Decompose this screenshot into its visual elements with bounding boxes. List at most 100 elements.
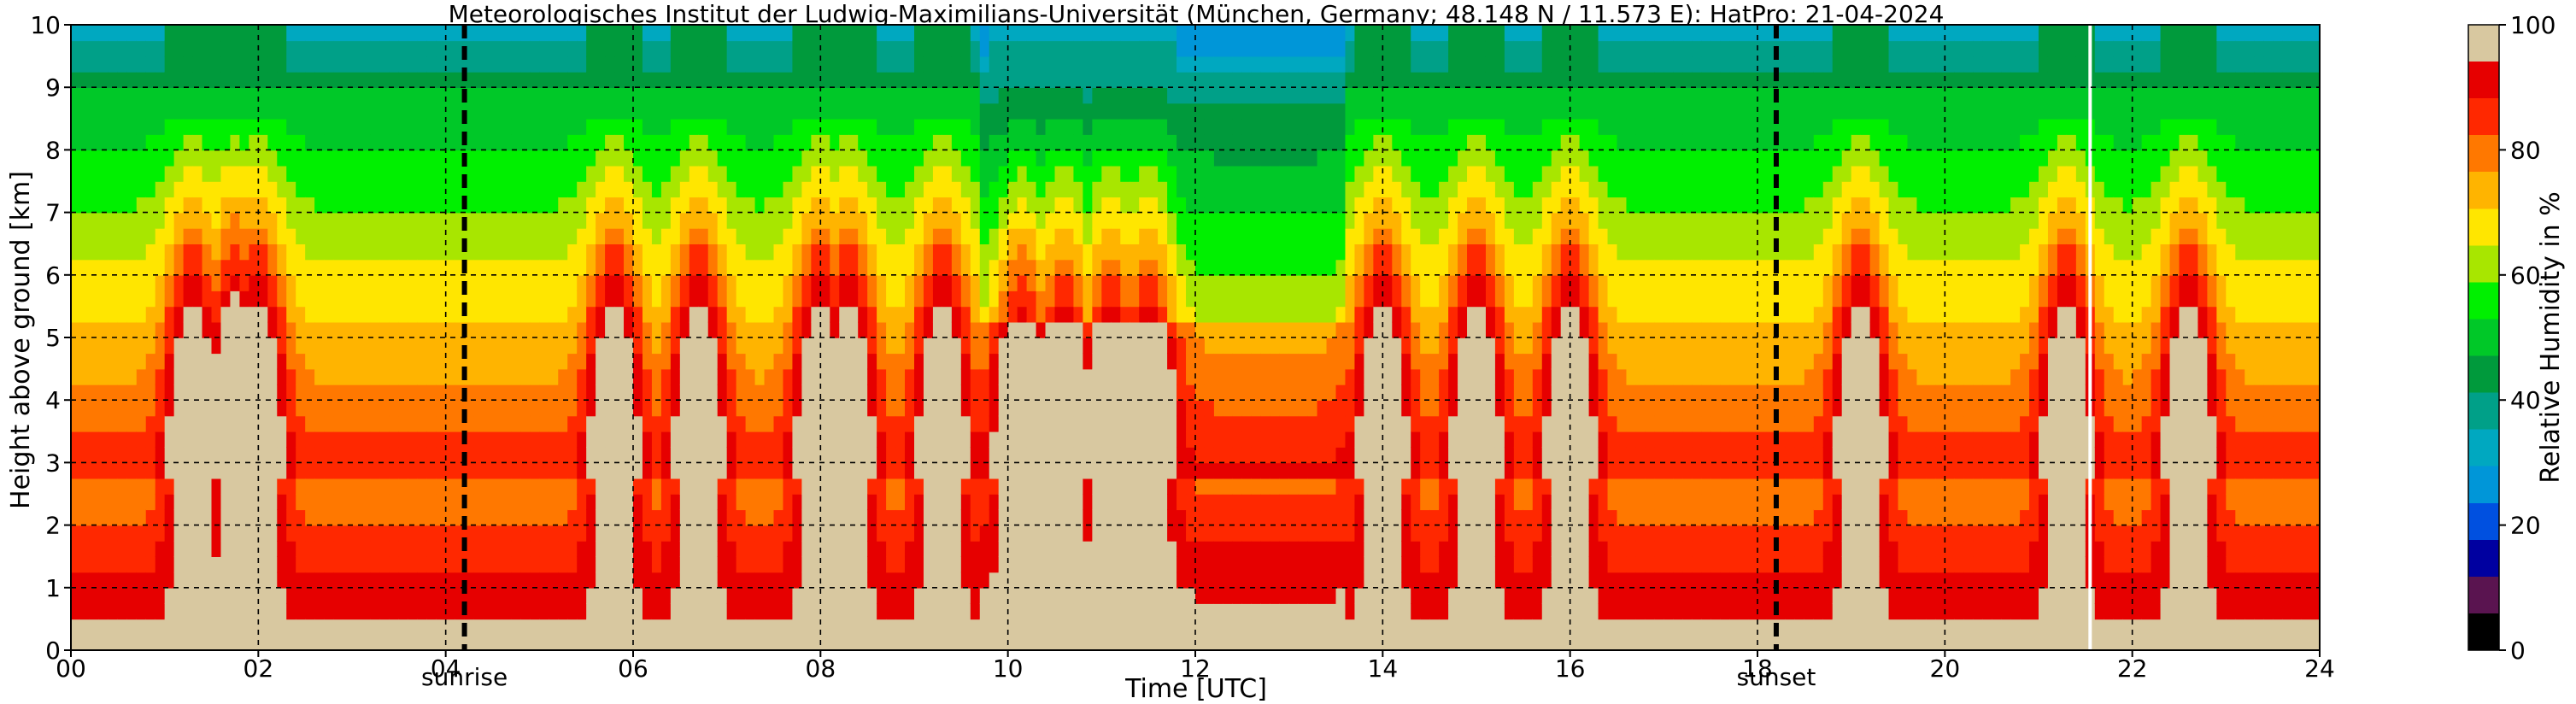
heatmap-cell (1073, 540, 1084, 557)
heatmap-cell (942, 118, 953, 135)
heatmap-cell (1139, 337, 1149, 355)
heatmap-cell (539, 306, 550, 323)
heatmap-cell (89, 56, 100, 73)
heatmap-cell (1232, 587, 1243, 604)
heatmap-cell (1177, 556, 1187, 573)
heatmap-cell (773, 619, 784, 636)
heatmap-cell (502, 103, 513, 120)
heatmap-cell (698, 337, 709, 355)
heatmap-cell (877, 134, 887, 151)
heatmap-cell (343, 56, 353, 73)
heatmap-cell (370, 353, 381, 370)
heatmap-cell (305, 227, 315, 244)
heatmap-cell (258, 431, 269, 448)
heatmap-cell (914, 400, 924, 417)
heatmap-cell (1036, 415, 1047, 432)
heatmap-cell (183, 400, 194, 417)
heatmap-cell (155, 431, 166, 448)
heatmap-cell (492, 56, 503, 73)
heatmap-cell (942, 197, 953, 214)
heatmap-cell (923, 197, 934, 214)
heatmap-cell (670, 321, 681, 338)
heatmap-cell (970, 321, 981, 338)
heatmap-cell (145, 353, 156, 370)
heatmap-cell (858, 306, 868, 323)
heatmap-cell (220, 165, 232, 182)
heatmap-cell (660, 71, 672, 88)
heatmap-cell (820, 181, 831, 198)
heatmap-cell (998, 619, 1009, 636)
heatmap-cell (492, 227, 503, 244)
heatmap-cell (1073, 447, 1084, 464)
heatmap-cell (707, 337, 719, 355)
heatmap-cell (877, 118, 887, 135)
heatmap-cell (455, 259, 466, 276)
heatmap-cell (89, 368, 100, 385)
heatmap-cell (998, 368, 1009, 385)
heatmap-cell (960, 337, 971, 355)
heatmap-cell (886, 368, 896, 385)
heatmap-cell (1026, 353, 1037, 370)
heatmap-cell (1232, 243, 1243, 261)
heatmap-cell (989, 556, 1000, 573)
heatmap-cell (164, 306, 175, 323)
heatmap-cell (305, 134, 315, 151)
heatmap-cell (679, 556, 690, 573)
heatmap-cell (370, 556, 381, 573)
heatmap-cell (998, 540, 1009, 557)
heatmap-cell (858, 478, 868, 495)
heatmap-cell (89, 118, 100, 135)
heatmap-cell (379, 274, 390, 291)
heatmap-cell (230, 197, 241, 214)
heatmap-cell (932, 197, 943, 214)
heatmap-cell (1054, 290, 1065, 308)
heatmap-cell (258, 181, 269, 198)
heatmap-cell (389, 165, 400, 182)
heatmap-cell (558, 478, 569, 495)
heatmap-cell (764, 494, 775, 511)
heatmap-cell (108, 540, 119, 557)
heatmap-cell (511, 243, 522, 261)
heatmap-cell (145, 165, 156, 182)
heatmap-cell (783, 306, 794, 323)
heatmap-cell (1017, 150, 1028, 167)
heatmap-cell (932, 572, 943, 589)
heatmap-cell (726, 572, 737, 589)
heatmap-cell (895, 40, 906, 57)
heatmap-cell (830, 181, 841, 198)
heatmap-cell (473, 353, 484, 370)
heatmap-cell (445, 87, 456, 104)
heatmap-cell (867, 181, 877, 198)
heatmap-cell (839, 587, 850, 604)
heatmap-cell (754, 181, 766, 198)
heatmap-cell (1064, 368, 1075, 385)
heatmap-cell (923, 540, 934, 557)
heatmap-cell (1167, 71, 1177, 88)
heatmap-cell (426, 227, 437, 244)
heatmap-cell (277, 243, 288, 261)
heatmap-cell (164, 400, 175, 417)
heatmap-cell (717, 118, 728, 135)
heatmap-cell (717, 197, 728, 214)
heatmap-cell (1054, 306, 1065, 323)
heatmap-cell (483, 118, 494, 135)
heatmap-cell (932, 603, 943, 620)
heatmap-cell (117, 494, 128, 511)
heatmap-cell (1073, 306, 1084, 323)
heatmap-cell (502, 150, 513, 167)
heatmap-cell (343, 40, 353, 57)
heatmap-cell (1111, 400, 1122, 417)
heatmap-cell (455, 165, 466, 182)
heatmap-cell (1213, 540, 1224, 557)
heatmap-cell (1045, 509, 1056, 526)
heatmap-cell (642, 259, 653, 276)
heatmap-cell (492, 165, 503, 182)
heatmap-cell (464, 603, 475, 620)
heatmap-cell (1017, 509, 1028, 526)
heatmap-cell (408, 212, 419, 229)
heatmap-cell (277, 212, 288, 229)
heatmap-cell (726, 400, 737, 417)
heatmap-cell (370, 462, 381, 479)
heatmap-cell (136, 431, 147, 448)
heatmap-cell (343, 494, 353, 511)
